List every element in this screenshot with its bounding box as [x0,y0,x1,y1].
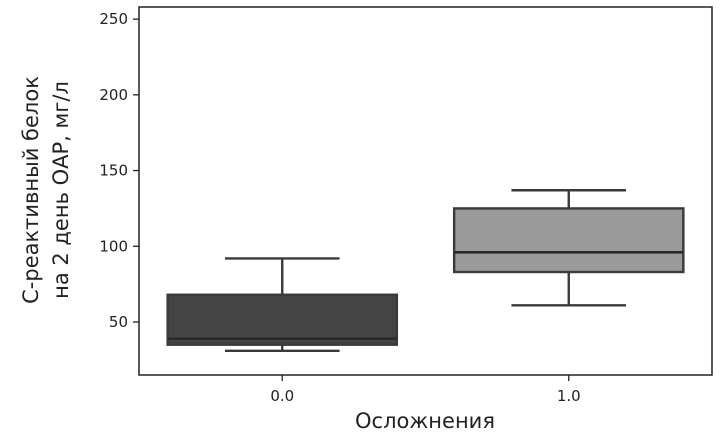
y-axis-title-line-2: на 2 день ОАР, мг/л [49,81,73,299]
x-tick-label: 0.0 [270,387,294,405]
x-tick-label: 1.0 [557,387,581,405]
iqr-box [166,293,399,346]
x-axis-title: Осложнения [355,409,495,433]
x-axis: 0.0 1.0 [270,375,581,405]
y-tick-label: 200 [99,86,128,104]
iqr-box [452,207,685,274]
y-axis-title-line-1: С-реактивный белок [19,76,43,304]
y-axis-title: С-реактивный белок на 2 день ОАР, мг/л [19,76,73,304]
y-tick-label: 100 [99,237,128,255]
box-series [166,189,685,352]
y-tick-label: 250 [99,10,128,28]
box-0.0 [166,257,399,352]
y-tick-label: 50 [109,313,128,331]
plot-area-frame [138,6,713,376]
box-1.0 [452,189,685,307]
y-axis: 50 100 150 200 250 [99,10,139,331]
y-tick-label: 150 [99,162,128,180]
